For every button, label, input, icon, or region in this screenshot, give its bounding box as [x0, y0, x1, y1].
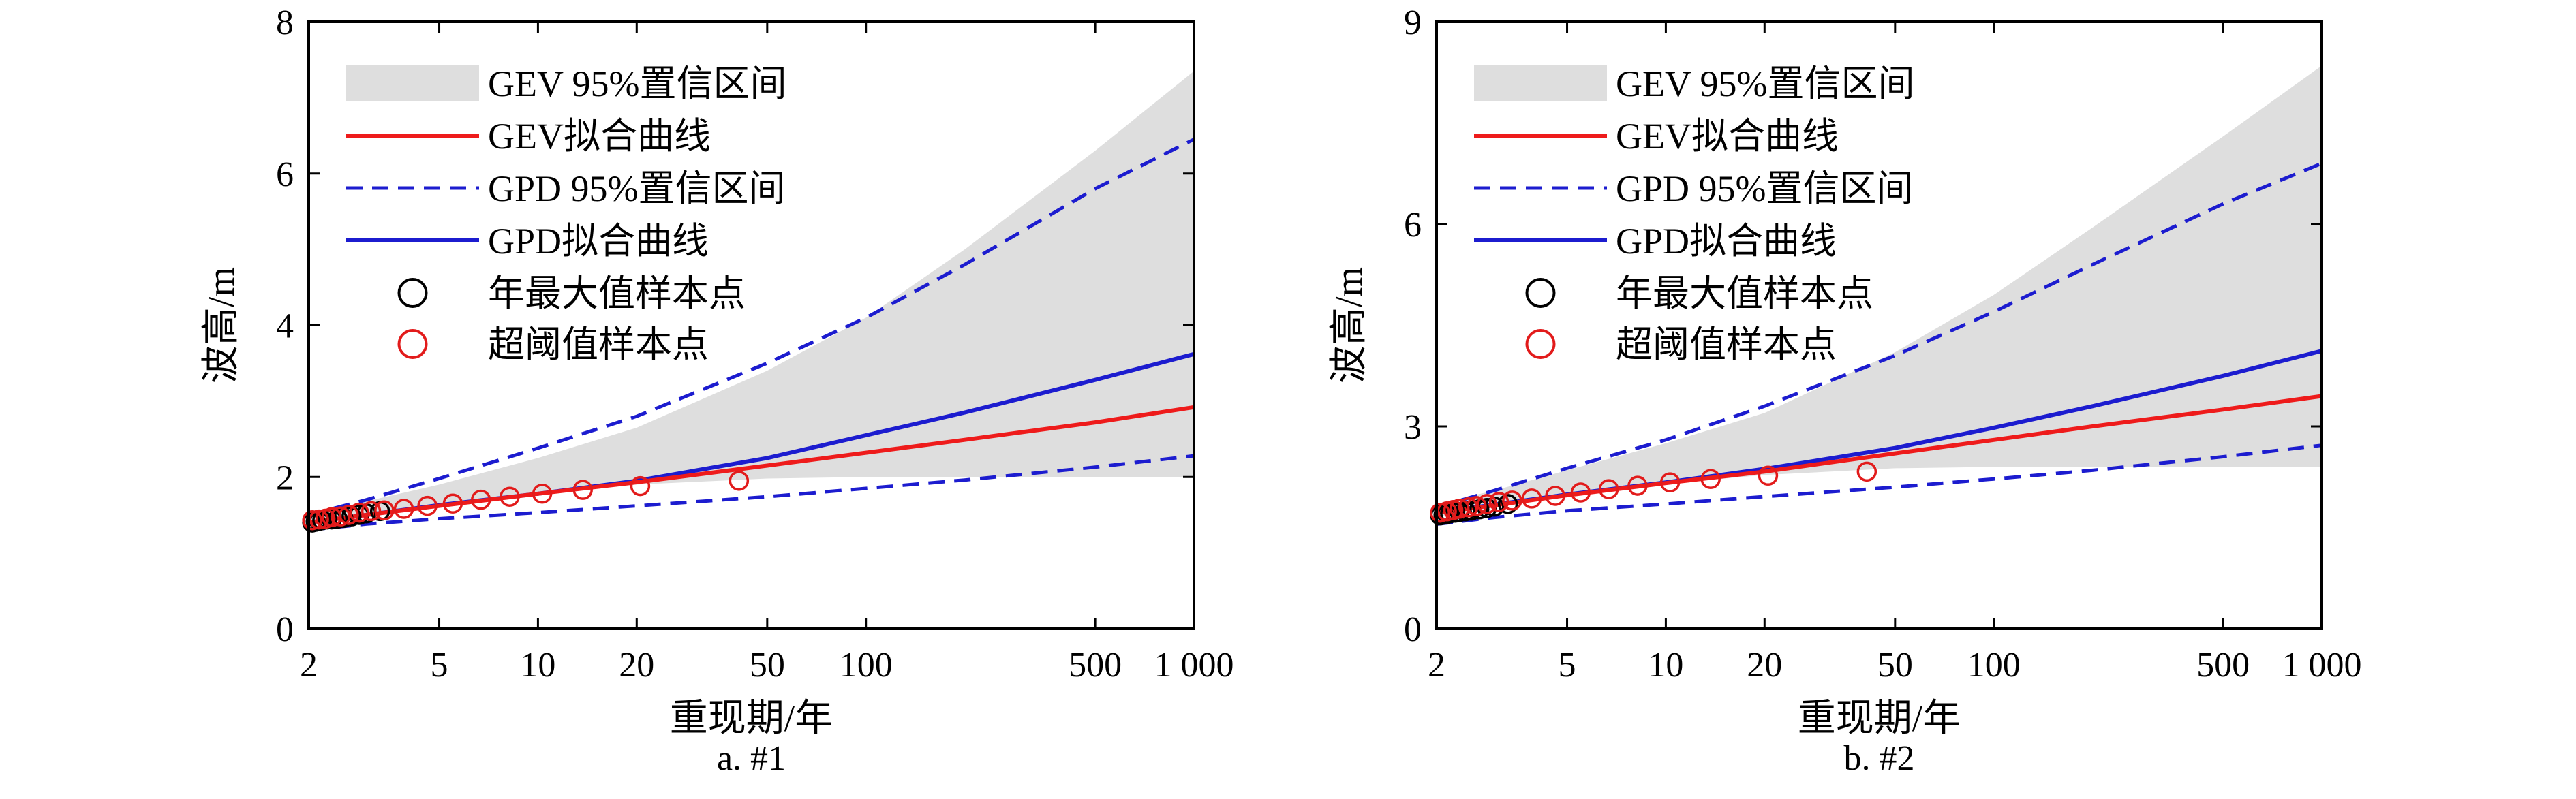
y-tick-label: 9 [1404, 3, 1422, 42]
legend-label: GEV 95%置信区间 [488, 63, 787, 104]
gpd-ci-upper-line [308, 138, 1195, 517]
legend-label: GPD拟合曲线 [488, 221, 709, 262]
x-tick-label: 5 [1559, 646, 1576, 685]
legend-label: GPD拟合曲线 [1616, 221, 1837, 262]
pot-point [393, 499, 414, 519]
y-tick-label: 8 [276, 3, 294, 42]
x-tick-label: 2 [300, 646, 318, 685]
pot-point [1467, 496, 1487, 516]
legend: GEV 95%置信区间 GEV拟合曲线 GPD 95%置信区间 GPD拟合曲线年最大值… [346, 63, 787, 365]
x-tick-label: 10 [1648, 646, 1683, 685]
chart-panel-2: 2 5 10 20 50 100 500 1 000 0 3 6 9 重现期/年 波高/m b. #2 GEV… [1328, 3, 2362, 778]
y-tick-label: 4 [276, 307, 294, 346]
x-tick-label: 50 [750, 646, 785, 685]
pot-point [302, 510, 322, 531]
legend-swatch-annual-max [397, 278, 428, 308]
panel-caption: b. #2 [1844, 739, 1915, 778]
gpd-ci-lower-line [308, 454, 1195, 532]
pot-point [729, 471, 750, 491]
panel-caption: a. #1 [717, 739, 786, 778]
y-tick-label: 2 [276, 458, 294, 497]
legend-label: 年最大值样本点 [1616, 273, 1873, 314]
pot-point [1570, 482, 1591, 503]
legend-label: GEV拟合曲线 [488, 116, 711, 157]
pot-point [1758, 465, 1779, 486]
pot-point [1488, 492, 1509, 512]
pot-point [1502, 490, 1522, 511]
pot-point [572, 480, 593, 500]
legend: GEV 95%置信区间 GEV拟合曲线 GPD 95%置信区间 GPD拟合曲线年最大值… [1474, 63, 1915, 365]
x-tick-label: 10 [520, 646, 555, 685]
legend-swatch-gev-ci [1474, 65, 1607, 101]
pot-point [442, 493, 463, 514]
pot-point [630, 475, 651, 497]
pot-point [1627, 475, 1648, 496]
annual-max-point [1497, 494, 1518, 514]
legend-label: 超阈值样本点 [488, 324, 709, 365]
legend-swatch-gev-ci [346, 65, 479, 101]
pot-point [361, 501, 382, 522]
gev-ci-band [309, 71, 1194, 527]
x-tick-label: 2 [1428, 646, 1445, 685]
legend-label: GEV 95%置信区间 [1616, 63, 1915, 104]
x-axis-title: 重现期/年 [670, 698, 833, 740]
y-tick-label: 3 [1404, 408, 1422, 447]
pot-point [349, 502, 369, 523]
pot-point [339, 505, 359, 525]
pot-point [1521, 488, 1542, 509]
legend-swatch-pot [397, 329, 428, 359]
pot-point [1856, 461, 1877, 482]
axes-frame [1435, 20, 2323, 630]
pot-point [309, 509, 329, 530]
pot-point [532, 484, 553, 504]
pot-point [1700, 469, 1721, 489]
pot-point [417, 495, 438, 516]
pot-point [1458, 497, 1479, 518]
x-tick-label: 100 [840, 646, 893, 685]
x-tick-label: 20 [1747, 646, 1782, 685]
legend-label: 超阈值样本点 [1616, 324, 1837, 365]
pot-point [1430, 502, 1450, 523]
y-axis-title: 波高/m [1328, 267, 1370, 383]
pot-point [330, 506, 351, 527]
x-tick-label: 50 [1877, 646, 1913, 685]
y-tick-label: 0 [1404, 610, 1422, 649]
pot-point [500, 486, 520, 507]
x-tick-label: 5 [431, 646, 448, 685]
x-tick-label: 1 000 [1154, 646, 1234, 685]
legend-label: GPD 95%置信区间 [488, 168, 786, 209]
pot-point [1545, 486, 1565, 506]
legend-swatch-annual-max [1525, 278, 1556, 308]
pot-point [470, 489, 491, 510]
pot-point [1477, 494, 1497, 514]
y-tick-label: 0 [276, 610, 294, 649]
x-axis-title: 重现期/年 [1798, 698, 1961, 740]
legend-label: 年最大值样本点 [488, 273, 746, 314]
legend-swatch-pot [1525, 329, 1556, 359]
pot-point [374, 500, 395, 521]
x-tick-label: 20 [619, 646, 654, 685]
x-tick-label: 500 [1069, 646, 1122, 685]
legend-label: GPD 95%置信区间 [1616, 168, 1914, 209]
y-tick-label: 6 [276, 155, 294, 194]
gev-fit-line [308, 405, 1195, 525]
x-tick-label: 100 [1967, 646, 2021, 685]
y-tick-label: 6 [1404, 206, 1422, 245]
gev-fit-line [1436, 394, 2322, 515]
pot-point [1598, 479, 1619, 499]
y-axis-title: 波高/m [200, 267, 243, 383]
x-tick-label: 500 [2196, 646, 2250, 685]
pot-point [1659, 472, 1681, 492]
gpd-ci-lower-line [1436, 443, 2322, 526]
x-tick-label: 1 000 [2282, 646, 2362, 685]
legend-label: GEV拟合曲线 [1616, 116, 1839, 157]
